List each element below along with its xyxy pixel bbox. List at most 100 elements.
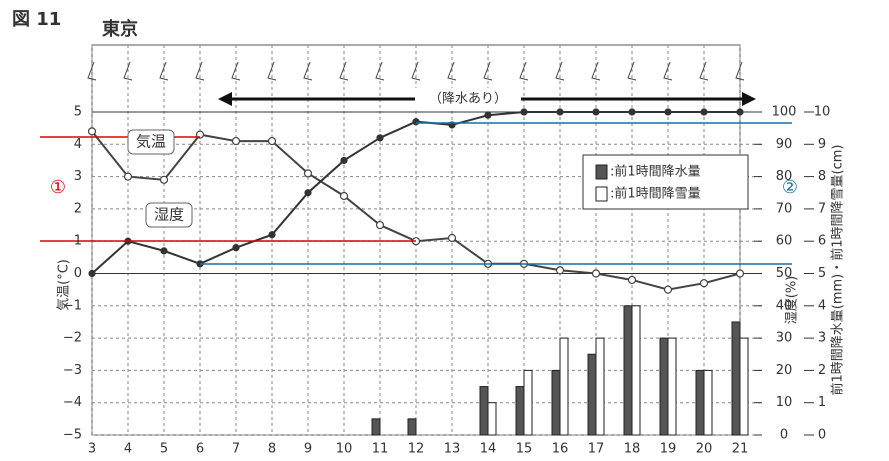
bar: [407, 418, 417, 436]
point: [339, 191, 349, 201]
x-tick-label: 8: [268, 442, 276, 457]
y2-tick-label: 20: [776, 363, 793, 378]
wind-barb: [699, 61, 709, 81]
wind-barb: [159, 61, 169, 81]
legend: [582, 154, 749, 210]
wind-barb: [663, 61, 673, 81]
bar: [703, 369, 713, 436]
bar: [587, 353, 597, 436]
figure-label: 図 11: [12, 9, 61, 30]
x-tick-label: 4: [124, 442, 132, 457]
y-tick-label: 1: [74, 234, 82, 249]
x-tick-label: 9: [304, 442, 312, 457]
point: [88, 269, 96, 278]
point: [591, 269, 601, 278]
point: [303, 169, 313, 178]
point: [447, 233, 457, 243]
marker-2: ②: [782, 177, 798, 198]
wind-barb: [483, 61, 493, 81]
point: [159, 175, 169, 184]
x-tick-label: 3: [88, 442, 96, 457]
y3-tick-label: 8: [818, 169, 826, 184]
x-tick-label: 21: [732, 442, 749, 457]
callout: [127, 129, 175, 155]
y-tick-label: −5: [63, 428, 82, 443]
label-bg: [415, 88, 521, 110]
point: [412, 118, 420, 126]
point: [87, 127, 97, 136]
y-tick-label: 4: [74, 137, 82, 152]
bar: [659, 337, 669, 436]
bar: [623, 305, 633, 436]
callout: [145, 202, 193, 228]
x-tick-label: 17: [588, 442, 605, 457]
bar: [731, 321, 741, 436]
x-tick-label: 5: [160, 442, 168, 457]
y3-axis-label: 前1時間降水量(mm)・前1時間降雪量(cm): [830, 145, 846, 396]
point: [664, 108, 672, 116]
bar: [595, 337, 605, 436]
x-tick-label: 18: [624, 442, 641, 457]
wind-barb: [555, 61, 565, 81]
y-tick-label: −2: [63, 331, 82, 346]
y2-tick-label: 90: [776, 137, 793, 152]
y2-tick-label: 40: [776, 298, 793, 313]
point: [304, 189, 312, 197]
y2-tick-label: 10: [776, 395, 793, 410]
y2-tick-label: 30: [776, 331, 793, 346]
arrow-head: [218, 92, 232, 106]
bar: [667, 337, 677, 436]
y-tick-label: 0: [74, 266, 82, 281]
point: [232, 244, 240, 252]
x-tick-label: 15: [516, 442, 533, 457]
point: [376, 134, 384, 142]
y3-tick-label: 7: [818, 201, 826, 216]
bar: [551, 369, 561, 436]
point: [267, 136, 277, 146]
wind-barb: [87, 61, 97, 81]
point: [663, 285, 673, 294]
wind-barb: [735, 61, 745, 81]
y3-tick-label: 10: [814, 105, 831, 120]
wind-barb: [591, 61, 601, 81]
x-tick-label: 6: [196, 442, 204, 457]
y3-tick-label: 5: [818, 266, 826, 281]
legend-swatch: [595, 164, 608, 180]
point: [520, 108, 528, 116]
bar: [559, 337, 569, 436]
point: [736, 108, 744, 116]
point: [484, 111, 492, 119]
bar: [523, 369, 533, 436]
chart-title: 東京: [102, 18, 138, 40]
wind-barb: [123, 61, 133, 81]
legend-label: :前1時間降水量: [610, 164, 701, 180]
bar: [695, 369, 705, 436]
y2-tick-label: 100: [772, 105, 797, 120]
y3-tick-label: 9: [818, 137, 826, 152]
y3-tick-label: 1: [818, 395, 826, 410]
x-tick-label: 7: [232, 442, 240, 457]
y-axis-label: 気温(°C): [56, 259, 72, 311]
y-tick-label: −3: [63, 363, 82, 378]
bar: [515, 386, 525, 436]
point: [627, 275, 637, 285]
wind-barb: [231, 61, 241, 81]
point: [340, 156, 348, 165]
point: [628, 108, 636, 116]
point: [160, 247, 168, 255]
y3-tick-label: 4: [818, 298, 826, 313]
point: [231, 136, 241, 146]
y2-tick-label: 60: [776, 234, 793, 249]
bar: [631, 305, 641, 436]
y-tick-label: −1: [63, 298, 82, 313]
x-tick-label: 11: [372, 442, 389, 457]
x-tick-label: 16: [552, 442, 569, 457]
marker-1: ①: [50, 177, 66, 198]
y3-tick-label: 3: [818, 331, 826, 346]
wind-barb: [303, 61, 313, 81]
callout-text: 気温: [136, 133, 166, 151]
bar: [487, 402, 497, 436]
wind-barb: [339, 61, 349, 81]
y2-axis-label: 湿度(%): [784, 276, 800, 325]
point: [555, 266, 565, 275]
